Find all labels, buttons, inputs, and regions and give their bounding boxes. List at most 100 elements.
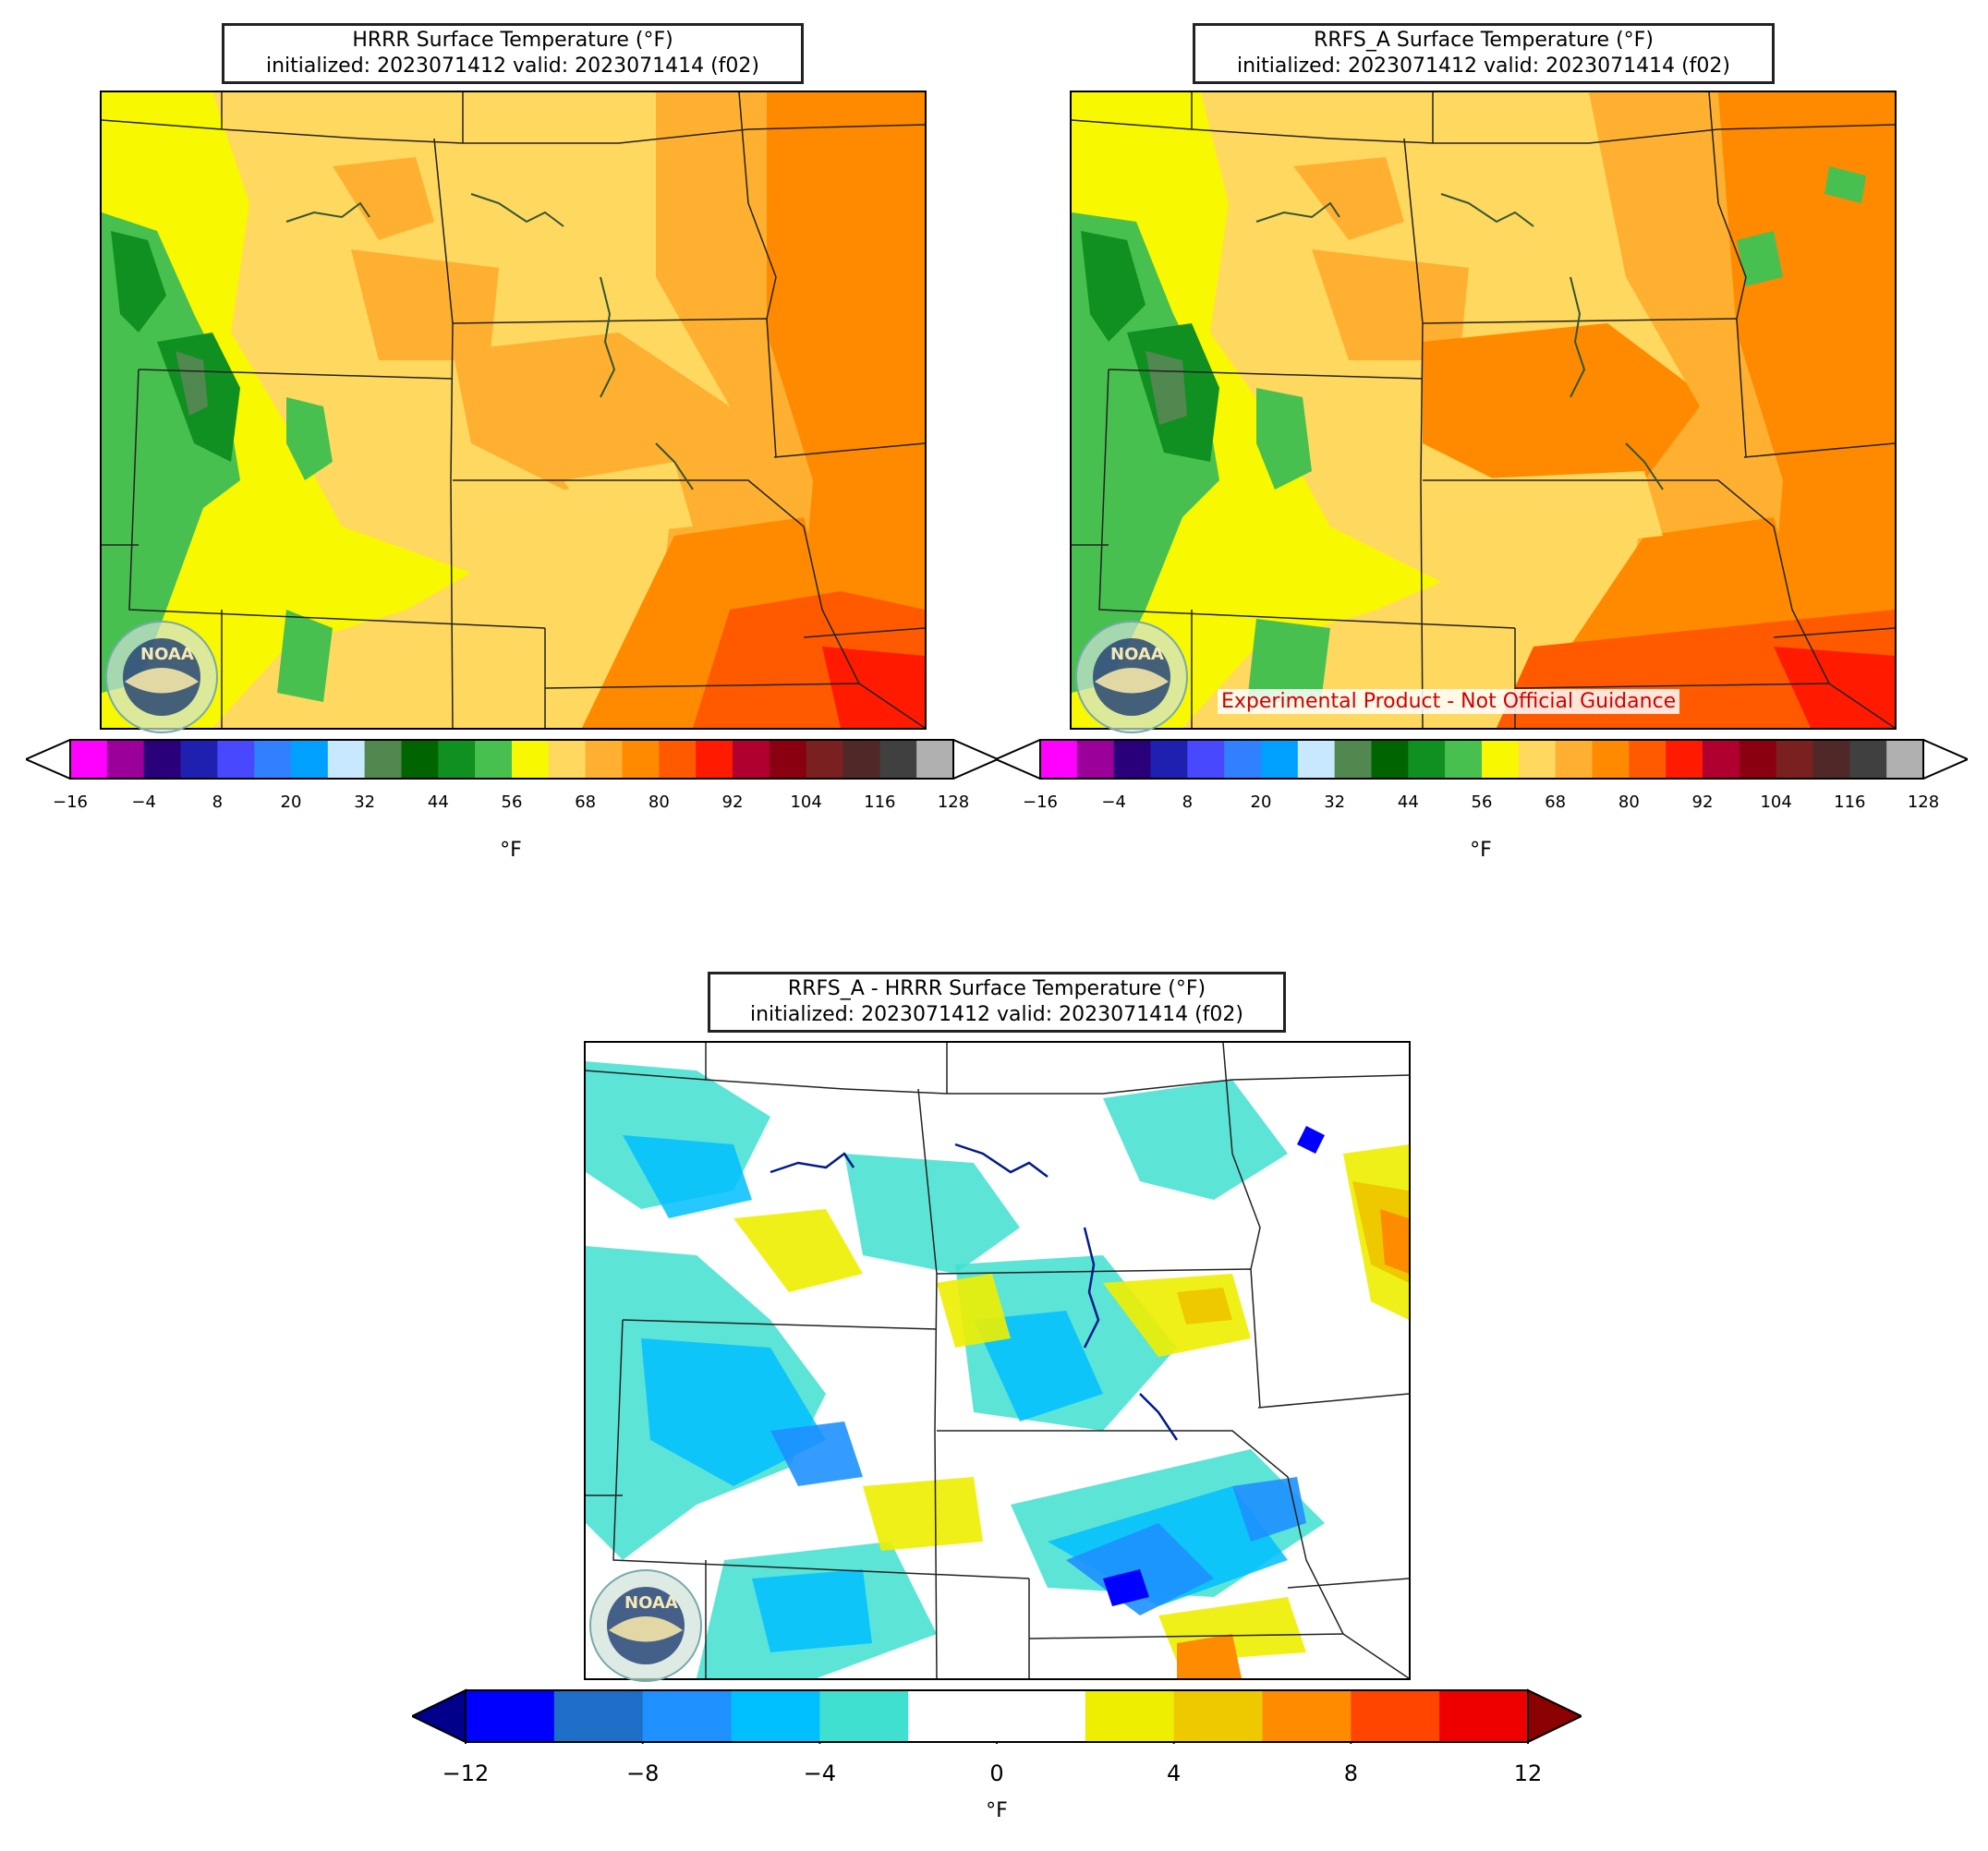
difference-colorbar-swatch — [1351, 1690, 1440, 1742]
diff-title-line2: initialized: 2023071412 valid: 202307141… — [750, 1003, 1243, 1026]
rrfs-colorbar-swatch — [1371, 740, 1409, 779]
rrfs-title-line2: initialized: 2023071412 valid: 202307141… — [1237, 54, 1730, 78]
hrrr-colorbar-swatch — [364, 740, 402, 779]
rrfs-colorbar-tick-label: 68 — [1545, 792, 1567, 812]
hrrr-colorbar-over-arrow — [952, 739, 998, 780]
hrrr-colorbar-tick-label: 128 — [937, 792, 970, 812]
hrrr-colorbar-tick-label: 104 — [790, 792, 822, 812]
rrfs-colorbar-swatch — [1776, 740, 1813, 779]
hrrr-colorbar-swatch — [475, 740, 513, 779]
diff-title-line1: RRFS_A - HRRR Surface Temperature (°F) — [787, 977, 1206, 1000]
hrrr-colorbar-swatch — [70, 740, 108, 779]
hrrr-colorbar-swatch — [512, 740, 550, 779]
rrfs-colorbar-swatch — [1224, 740, 1262, 779]
rrfs-colorbar-swatch — [1113, 740, 1151, 779]
difference-colorbar-under-arrow — [412, 1688, 467, 1744]
hrrr-colorbar-swatch — [622, 740, 660, 779]
rrfs-colorbar-swatch — [1076, 740, 1115, 779]
rrfs-colorbar-over-arrow — [1922, 739, 1968, 780]
rrfs-colorbar-under-arrow — [996, 739, 1041, 780]
hrrr-colorbar-swatch — [696, 740, 733, 779]
difference-colorbar-over-arrow — [1527, 1688, 1582, 1744]
rrfs-colorbar-swatch — [1629, 740, 1667, 779]
diff-title-box: RRFS_A - HRRR Surface Temperature (°F) i… — [708, 972, 1286, 1033]
experimental-product-label: Experimental Product - Not Official Guid… — [1218, 689, 1680, 714]
rrfs-colorbar-swatch — [1666, 740, 1703, 779]
rrfs-colorbar-tick-label: 44 — [1397, 792, 1419, 812]
hrrr-title-line2: initialized: 2023071412 valid: 202307141… — [266, 54, 759, 78]
hrrr-colorbar-swatch — [438, 740, 476, 779]
hrrr-temperature-colorbar — [26, 739, 998, 780]
hrrr-temperature-map — [100, 91, 927, 730]
hrrr-colorbar-tick-label: 68 — [575, 792, 597, 812]
rrfs-colorbar-tick-label: 80 — [1618, 792, 1640, 812]
rrfs-colorbar-swatch — [1261, 740, 1299, 779]
hrrr-colorbar-swatch — [106, 740, 145, 779]
rrfs-temperature-map — [1070, 91, 1897, 730]
rrfs-colorbar-swatch — [1592, 740, 1630, 779]
rrfs-colorbar-tick-label: 56 — [1471, 792, 1493, 812]
difference-colorbar-tick-label: 0 — [989, 1760, 1004, 1786]
difference-colorbar-swatch — [553, 1690, 644, 1742]
hrrr-colorbar-tick-label: −16 — [53, 792, 88, 812]
rrfs-colorbar-swatch — [1849, 740, 1887, 779]
hrrr-colorbar-swatch — [842, 740, 880, 779]
hrrr-colorbar-swatch — [180, 740, 218, 779]
hrrr-colorbar-tick-label: 80 — [648, 792, 670, 812]
difference-colorbar-swatch — [1439, 1690, 1529, 1742]
hrrr-colorbar-tick-label: 20 — [280, 792, 302, 812]
difference-colorbar-tick-label: 8 — [1343, 1760, 1358, 1786]
difference-colorbar-tick-label: −8 — [625, 1760, 660, 1786]
rrfs-colorbar-swatch — [1886, 740, 1924, 779]
rrfs-temperature-colorbar — [996, 739, 1968, 780]
rrfs-colorbar-tick-label: 20 — [1250, 792, 1272, 812]
hrrr-colorbar-swatch — [143, 740, 181, 779]
rrfs-title-box: RRFS_A Surface Temperature (°F) initiali… — [1193, 23, 1775, 84]
difference-colorbar-swatch — [731, 1690, 820, 1742]
hrrr-colorbar-tick-label: 116 — [864, 792, 896, 812]
rrfs-colorbar-swatch — [1812, 740, 1850, 779]
difference-colorbar-swatch — [1085, 1690, 1175, 1742]
difference-colorbar-tick-label: 12 — [1513, 1760, 1543, 1786]
hrrr-colorbar-tick-label: 92 — [721, 792, 744, 812]
difference-colorbar-tick-label: −12 — [442, 1760, 490, 1786]
rrfs-colorbar-tick-label: 92 — [1691, 792, 1714, 812]
rrfs-colorbar-swatch — [1703, 740, 1740, 779]
hrrr-colorbar-swatch — [401, 740, 439, 779]
rrfs-colorbar-swatch — [1445, 740, 1483, 779]
rrfs-colorbar-swatch — [1334, 740, 1372, 779]
rrfs-title-line1: RRFS_A Surface Temperature (°F) — [1314, 29, 1654, 52]
rrfs-colorbar-tick-label: −4 — [1101, 792, 1126, 812]
rrfs-colorbar-swatch — [1518, 740, 1557, 779]
rrfs-colorbar-tick-label: 32 — [1324, 792, 1346, 812]
rrfs-colorbar-swatch — [1187, 740, 1225, 779]
difference-colorbar-swatch — [819, 1690, 909, 1742]
noaa-logo-text: NOAA — [624, 1593, 678, 1613]
hrrr-colorbar-tick-label: 8 — [212, 792, 224, 812]
hrrr-colorbar-swatch — [733, 740, 770, 779]
rrfs-colorbar-swatch — [1555, 740, 1593, 779]
noaa-logo-icon — [589, 1569, 702, 1682]
difference-colorbar-swatch — [997, 1690, 1086, 1742]
hrrr-colorbar-swatch — [548, 740, 587, 779]
rrfs-colorbar-swatch — [1739, 740, 1777, 779]
difference-map — [584, 1041, 1411, 1680]
hrrr-title-line1: HRRR Surface Temperature (°F) — [352, 29, 673, 52]
hrrr-colorbar-tick-label: 56 — [501, 792, 523, 812]
noaa-logo-text: NOAA — [140, 645, 194, 664]
difference-colorbar-swatch — [1262, 1690, 1352, 1742]
hrrr-colorbar-swatch — [769, 740, 807, 779]
rrfs-colorbar-swatch — [1150, 740, 1188, 779]
rrfs-colorbar-tick-label: −16 — [1023, 792, 1058, 812]
hrrr-colorbar-swatch — [217, 740, 255, 779]
hrrr-colorbar-swatch — [659, 740, 697, 779]
rrfs-colorbar-tick-label: 116 — [1834, 792, 1866, 812]
rrfs-colorbar-tick-label: 104 — [1760, 792, 1792, 812]
hrrr-colorbar-swatch — [879, 740, 917, 779]
rrfs-colorbar-tick-label: 8 — [1182, 792, 1194, 812]
difference-colorbar-tick-label: −4 — [803, 1760, 837, 1786]
hrrr-colorbar-swatch — [916, 740, 954, 779]
difference-colorbar-swatch — [466, 1690, 555, 1742]
rrfs-colorbar-unit: °F — [1470, 839, 1492, 862]
hrrr-colorbar-tick-label: 32 — [354, 792, 376, 812]
